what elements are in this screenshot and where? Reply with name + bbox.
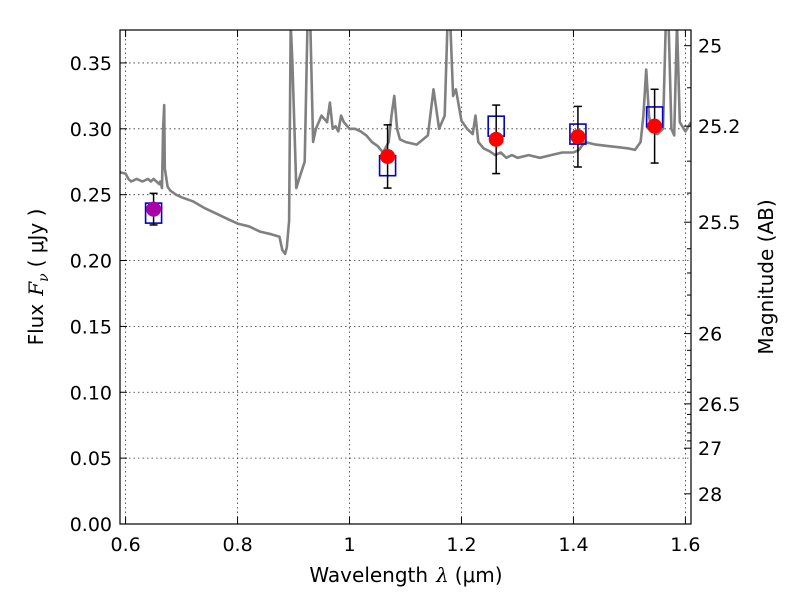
axis-ticks: 0.6 0.8 1 1.2 1.4 1.6 0.00 0.05 0.10 0.15 0.20 0.25… (70, 30, 740, 556)
y-tick-label: 0.05 (70, 448, 112, 470)
observed-point (647, 118, 663, 134)
y-tick-label: 0.00 (70, 514, 112, 536)
x-tick-label: 1.6 (670, 534, 700, 556)
y2-axis-label: Magnitude (AB) (754, 199, 778, 354)
observed-point (488, 131, 504, 147)
observed-point (380, 148, 396, 164)
y2-tick-label: 28 (698, 484, 722, 506)
y-tick-label: 0.35 (70, 53, 112, 75)
observed-point (146, 201, 162, 217)
y-tick-label: 0.20 (70, 251, 112, 273)
y-axis-label: FluxFν( μJy ) (24, 209, 52, 346)
data-points (144, 88, 664, 226)
spectrum-line (120, 30, 691, 256)
x-tick-label: 1.2 (446, 534, 476, 556)
y-tick-label: 0.25 (70, 185, 112, 207)
x-tick-label: 1.4 (558, 534, 588, 556)
y-tick-label: 0.10 (70, 382, 112, 404)
observed-point (570, 129, 586, 145)
y-tick-label: 0.30 (70, 119, 112, 141)
x-tick-label: 1 (343, 534, 355, 556)
x-tick-label: 0.8 (222, 534, 252, 556)
y-tick-label: 0.15 (70, 316, 112, 338)
x-tick-label: 0.6 (110, 534, 140, 556)
y2-tick-label: 25.2 (698, 116, 740, 138)
y2-tick-label: 25.5 (698, 212, 740, 234)
plot-frame (119, 29, 692, 525)
y2-tick-label: 26.5 (698, 394, 740, 416)
x-axis-label: Wavelength λ (μm) (309, 563, 502, 587)
y2-tick-label: 26 (698, 324, 722, 346)
model-spectrum (120, 30, 691, 256)
y2-tick-label: 27 (698, 438, 722, 460)
y2-tick-label: 25 (698, 36, 722, 58)
